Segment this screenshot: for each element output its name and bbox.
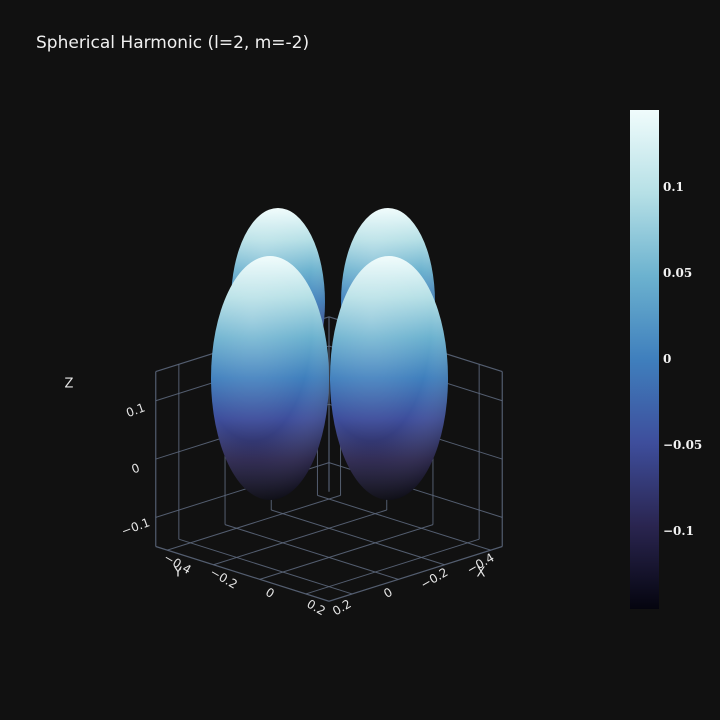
colorbar-tick-label: 0 [663, 352, 671, 366]
grid-line [224, 524, 399, 580]
harmonic-surface[interactable] [211, 208, 448, 500]
grid-line [305, 538, 480, 595]
z-tick-label: 0.1 [124, 400, 147, 420]
colorbar-gradient [630, 110, 659, 609]
x-tick-label: −0.2 [208, 565, 240, 592]
grid-line [213, 509, 387, 566]
colorbar-tick-label: 0.1 [663, 180, 684, 194]
colorbar: 0.1 0.05 0 −0.05 −0.1 [630, 110, 702, 609]
x-tick-label: 0 [263, 585, 277, 601]
z-tick-label: −0.1 [119, 515, 151, 538]
grid-line [167, 494, 341, 551]
grid-line [259, 524, 434, 580]
z-axis-title: Z [65, 377, 74, 392]
colorbar-tick-label: −0.1 [663, 524, 694, 538]
colorbar-tick-label: −0.05 [663, 438, 702, 452]
lobe-front-right-shade [330, 256, 448, 500]
scene-grid [155, 316, 503, 602]
box-edge [155, 545, 330, 602]
grid-line [271, 509, 445, 566]
z-tick-label: 0 [130, 461, 142, 477]
box-edge [328, 545, 503, 602]
grid-line [317, 494, 491, 551]
grid-line [178, 538, 353, 595]
y-tick-label: 0 [381, 585, 395, 601]
y-axis-title: Y [173, 566, 182, 581]
x-axis-title: X [477, 566, 486, 581]
lobe-front-left-shade [211, 256, 329, 500]
chart-title: Spherical Harmonic (l=2, m=-2) [36, 33, 310, 53]
colorbar-tick-label: 0.05 [663, 266, 692, 280]
y-tick-label: −0.2 [418, 565, 450, 592]
